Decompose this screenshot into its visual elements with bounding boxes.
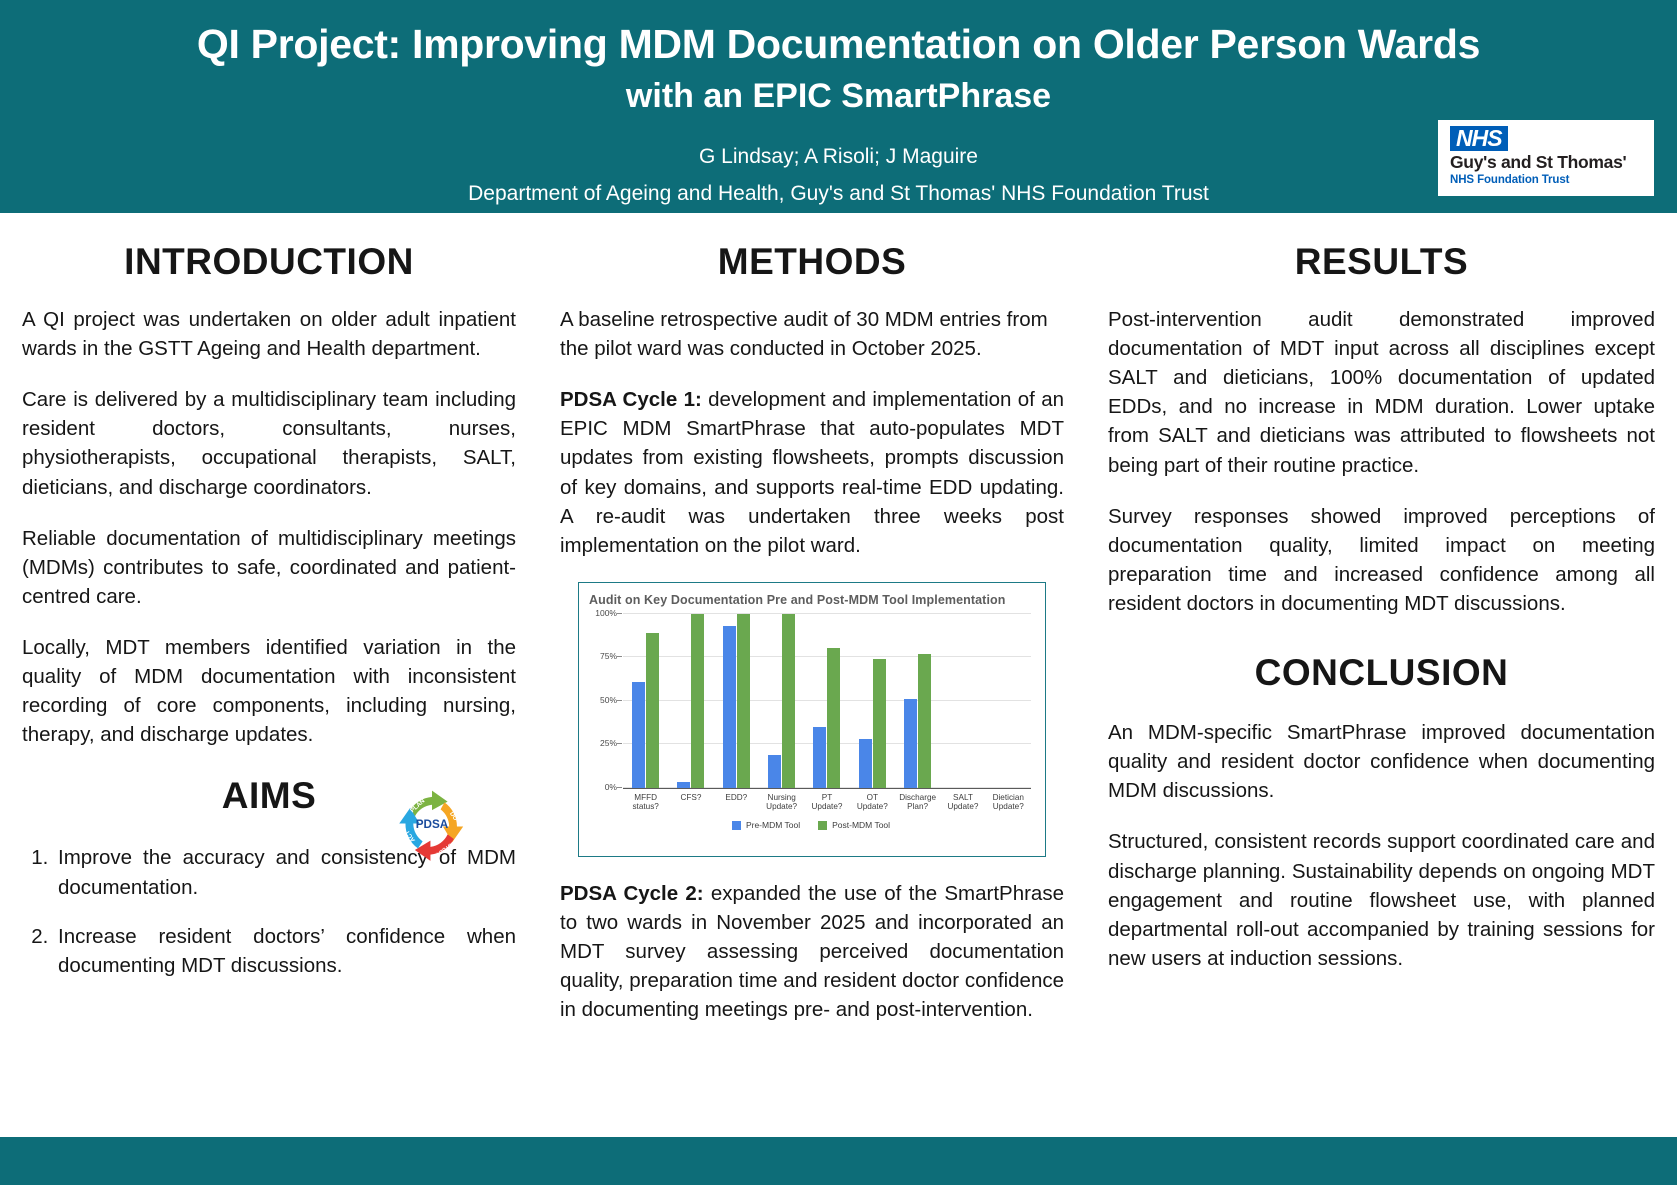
poster-footer <box>0 1137 1677 1185</box>
chart-bar <box>646 632 660 788</box>
chart-x-tick-label: SALT Update? <box>947 792 979 812</box>
chart-legend-label: Post-MDM Tool <box>832 820 891 831</box>
chart-legend-item: Post-MDM Tool <box>818 820 890 830</box>
chart-y-tick-label: 25% <box>599 738 623 749</box>
section-heading-aims: AIMS <box>221 775 317 817</box>
chart-bar <box>918 653 932 788</box>
list-item: Improve the accuracy and consistency of … <box>54 843 516 901</box>
chart-bar-group <box>986 614 1031 788</box>
chart-bar-group <box>623 614 668 788</box>
chart-x-tick-label: CFS? <box>680 792 702 802</box>
conclusion-paragraph-2: Structured, consistent records support c… <box>1108 830 1655 970</box>
column-introduction: INTRODUCTION A QI project was undertaken… <box>0 213 538 1137</box>
chart-x-tick-label: Dietician Update? <box>992 792 1024 812</box>
chart-y-tick-label: 100% <box>595 607 622 618</box>
chart-plot-area: 0% 25% 50% 75% 100% <box>595 608 1031 792</box>
aims-list: Improve the accuracy and consistency of … <box>22 843 516 979</box>
chart-bar-group <box>895 614 940 788</box>
chart-legend-label: Pre-MDM Tool <box>745 820 801 831</box>
chart-x-tick-label: Nursing Update? <box>766 792 798 812</box>
pdsa-cycle1-text: development and implementation of an EPI… <box>560 388 1064 557</box>
column-methods: METHODS A baseline retrospective audit o… <box>538 213 1086 1137</box>
chart-legend-item: Pre-MDM Tool <box>731 820 801 831</box>
chart-x-tick-label: OT Update? <box>856 792 888 812</box>
intro-paragraph-2: Care is delivered by a multidisciplinary… <box>22 388 516 499</box>
section-heading-results: RESULTS <box>1294 241 1469 282</box>
chart-legend-swatch <box>818 820 828 830</box>
nhs-badge-icon: NHS <box>1450 126 1508 152</box>
chart-x-tick-label: Discharge Plan? <box>899 792 937 812</box>
authors-line: G Lindsay; A Risoli; J Maguire <box>699 145 978 168</box>
chart-bar-group <box>759 613 804 788</box>
chart-bar <box>904 698 918 788</box>
section-heading-introduction: INTRODUCTION <box>124 241 414 282</box>
chart-gridline: 0% <box>605 782 1031 792</box>
pdsa-cycle1-label: PDSA Cycle 1: <box>560 388 702 412</box>
page-subtitle: with an EPIC SmartPhrase <box>625 77 1052 116</box>
chart-bar <box>736 613 750 788</box>
chart-bar-group <box>668 613 713 788</box>
chart-title: Audit on Key Documentation Pre and Post-… <box>589 592 1006 607</box>
department-line: Department of Ageing and Health, Guy's a… <box>468 182 1209 205</box>
chart-bar <box>768 754 782 788</box>
methods-intro-paragraph: A baseline retrospective audit of 30 MDM… <box>560 308 1048 361</box>
chart-bar <box>691 613 705 788</box>
chart-gridline: 75% <box>600 651 1031 661</box>
section-heading-methods: METHODS <box>717 241 907 282</box>
audit-bar-chart: Audit on Key Documentation Pre and Post-… <box>578 581 1046 857</box>
nhs-logo: NHS Guy's and St Thomas' NHS Foundation … <box>1438 120 1654 196</box>
chart-x-tick-label: EDD? <box>725 792 748 802</box>
chart-x-tick-label: PT Update? <box>811 792 843 812</box>
conclusion-paragraph-1: An MDM-specific SmartPhrase improved doc… <box>1108 721 1655 803</box>
chart-bar-group <box>804 614 849 788</box>
intro-paragraph-3: Reliable documentation of multidisciplin… <box>22 526 516 608</box>
results-paragraph-2: Survey responses showed improved percept… <box>1108 504 1655 615</box>
chart-y-tick-label: 0% <box>604 781 623 792</box>
chart-gridline: 50% <box>600 695 1031 705</box>
page-title: QI Project: Improving MDM Documentation … <box>196 21 1481 67</box>
pdsa-center-label: PDSA <box>416 818 449 831</box>
chart-gridline: 25% <box>600 738 1031 748</box>
list-item: Increase resident doctors’ confidence wh… <box>54 922 516 980</box>
nhs-trust-subtitle: NHS Foundation Trust <box>1450 173 1570 186</box>
chart-bar <box>827 648 841 788</box>
section-heading-conclusion: CONCLUSION <box>1254 652 1509 694</box>
intro-paragraph-4: Locally, MDT members identified variatio… <box>22 635 516 747</box>
pdsa-cycle2-label: PDSA Cycle 2: <box>560 881 704 905</box>
column-results: RESULTS Post-intervention audit demonstr… <box>1086 213 1677 1137</box>
chart-bar <box>872 658 886 788</box>
chart-bar <box>722 625 736 788</box>
poster-header: QI Project: Improving MDM Documentation … <box>0 0 1677 213</box>
chart-bars <box>623 613 1031 788</box>
poster-title-block: QI Project: Improving MDM Documentation … <box>0 20 1677 117</box>
methods-cycle2-paragraph: PDSA Cycle 2: expanded the use of the Sm… <box>560 879 1064 1025</box>
chart-bar-group <box>850 614 895 788</box>
chart-bar <box>677 782 691 788</box>
poster-columns: INTRODUCTION A QI project was undertaken… <box>0 213 1677 1137</box>
pdsa-cycle2-text: expanded the use of the SmartPhrase to t… <box>560 881 1064 1022</box>
chart-y-tick-label: 75% <box>599 651 623 662</box>
intro-paragraph-1: A QI project was undertaken on older adu… <box>22 308 516 361</box>
chart-bar-group <box>940 614 985 788</box>
results-paragraph-1: Post-intervention audit demonstrated imp… <box>1108 308 1655 477</box>
chart-bar <box>782 613 796 788</box>
chart-bar <box>813 726 827 788</box>
svg-text:DO: DO <box>448 810 459 822</box>
chart-bar <box>632 681 646 788</box>
chart-gridline: 100% <box>595 608 1031 618</box>
pdsa-wheel-svg: PDSA PLAN DO STUDY ACT <box>399 790 464 861</box>
chart-legend: Pre-MDM Tool Post-MDM Tool <box>589 820 1033 830</box>
chart-bar <box>858 738 872 788</box>
pdsa-cycle-icon: PDSA PLAN DO STUDY ACT <box>393 786 471 864</box>
chart-x-tick-label: MFFD status? <box>632 792 659 812</box>
chart-bar-group <box>714 613 759 788</box>
chart-legend-swatch <box>731 820 741 830</box>
nhs-trust-name: Guy's and St Thomas' <box>1450 152 1627 173</box>
methods-cycle1-paragraph: PDSA Cycle 1: development and implementa… <box>560 385 1064 560</box>
chart-x-axis-labels: MFFD status? CFS? EDD? Nursing Update? PT Updat… <box>623 793 1031 812</box>
chart-y-tick-label: 50% <box>599 694 623 705</box>
